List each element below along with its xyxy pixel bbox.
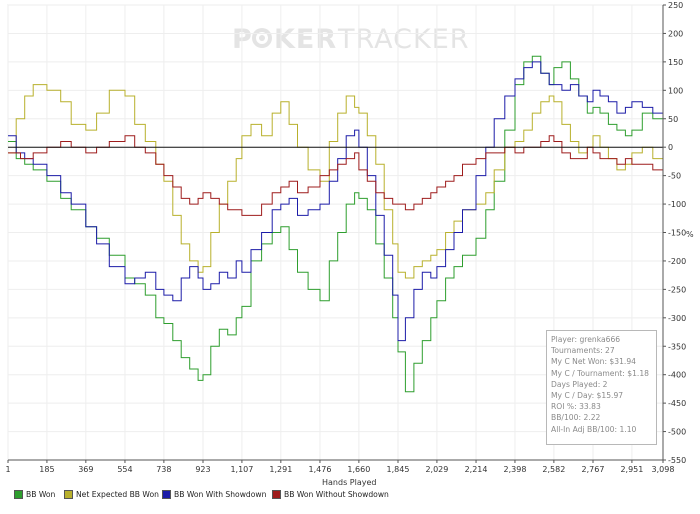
- stats-per-day: My C / Day: $15.97: [551, 391, 624, 401]
- stats-days-played: Days Played: 2: [551, 379, 608, 389]
- x-tick-label: 3,098: [652, 465, 675, 474]
- x-axis-title: Hands Played: [322, 478, 376, 487]
- y-tick-label: -550: [668, 456, 686, 465]
- legend-swatch-with-showdown: [162, 490, 171, 499]
- x-tick-label: 2,214: [465, 465, 488, 474]
- x-tick-label: 1,476: [309, 465, 332, 474]
- x-tick-label: 923: [195, 465, 210, 474]
- series-line-net-expected-bb-won: [8, 84, 664, 279]
- y-tick-label: 200: [668, 29, 683, 38]
- x-tick-label: 554: [117, 465, 132, 474]
- x-tick-label: 1,107: [230, 465, 253, 474]
- legend-label: BB Won With Showdown: [174, 490, 267, 499]
- legend-item-with-showdown[interactable]: BB Won With Showdown: [162, 490, 266, 499]
- y-tick-label: 250: [668, 1, 683, 10]
- legend-swatch-net-expected: [64, 490, 73, 499]
- x-tick-label: 2,582: [542, 465, 565, 474]
- y-tick-label: 100: [668, 86, 683, 95]
- legend-swatch-bb-won: [14, 490, 23, 499]
- y-tick-label: -300: [668, 314, 686, 323]
- x-tick-label: 2,767: [582, 465, 605, 474]
- y-tick-label: 150: [668, 58, 683, 67]
- stats-allin-adj: All-In Adj BB/100: 1.10: [551, 424, 637, 434]
- x-tick-label: 1,845: [387, 465, 410, 474]
- y-tick-label: -450: [668, 399, 686, 408]
- x-tick-label: 1: [5, 465, 10, 474]
- stats-net-won: My C Net Won: $31.94: [551, 357, 636, 367]
- stats-panel: Player: grenka666 Tournaments: 27 My C N…: [546, 330, 657, 445]
- legend-item-net-expected[interactable]: Net Expected BB Won: [64, 490, 159, 499]
- stats-per-tournament: My C / Tournament: $1.18: [551, 368, 649, 378]
- watermark-right: KER: [274, 24, 337, 55]
- axes: 1 185 369 554 738 923 1,107 1,291 1,476 1,660 1,84…: [5, 1, 686, 474]
- x-tick-label: 738: [156, 465, 171, 474]
- legend-label: BB Won: [26, 490, 56, 499]
- x-tick-label: 1,291: [269, 465, 292, 474]
- series-line-bb-won-without-showdown: [8, 135, 663, 216]
- y-tick-label: -50: [668, 172, 681, 181]
- legend-label: Net Expected BB Won: [76, 490, 159, 499]
- y-axis-title: %: [686, 230, 694, 239]
- x-tick-label: 185: [39, 465, 54, 474]
- x-tick-label: 369: [78, 465, 93, 474]
- y-tick-label: -100: [668, 200, 686, 209]
- series-group: [8, 55, 664, 393]
- legend-item-without-showdown[interactable]: BB Won Without Showdown: [272, 490, 389, 499]
- watermark: P KER TRACKER: [232, 24, 470, 55]
- x-tick-label: 2,951: [620, 465, 643, 474]
- x-tick-label: 2,029: [425, 465, 448, 474]
- x-tick-label: 1,660: [347, 465, 370, 474]
- legend-item-bb-won[interactable]: BB Won: [14, 490, 55, 499]
- legend: BB Won Net Expected BB Won BB Won With S…: [8, 490, 692, 504]
- y-tick-label: -400: [668, 371, 686, 380]
- x-tick-label: 2,398: [504, 465, 527, 474]
- series-line-bb-won-with-showdown: [8, 61, 664, 342]
- stats-player: Player: grenka666: [551, 335, 621, 344]
- y-tick-label: 0: [668, 143, 673, 152]
- poker-chip-icon: [252, 28, 272, 48]
- watermark-tracker: TRACKER: [337, 24, 470, 55]
- legend-label: BB Won Without Showdown: [284, 490, 389, 499]
- legend-swatch-without-showdown: [272, 490, 281, 499]
- stats-tournaments: Tournaments: 27: [551, 346, 615, 356]
- y-tick-label: -500: [668, 428, 686, 437]
- stats-roi: ROI %: 33.83: [551, 402, 601, 412]
- y-tick-label: -250: [668, 285, 686, 294]
- y-tick-label: -150: [668, 229, 686, 238]
- y-tick-label: 50: [668, 115, 678, 124]
- y-tick-label: -350: [668, 342, 686, 351]
- stats-bb-100: BB/100: 2.22: [551, 413, 601, 423]
- series-line-bb-won: [8, 55, 664, 393]
- y-tick-label: -200: [668, 257, 686, 266]
